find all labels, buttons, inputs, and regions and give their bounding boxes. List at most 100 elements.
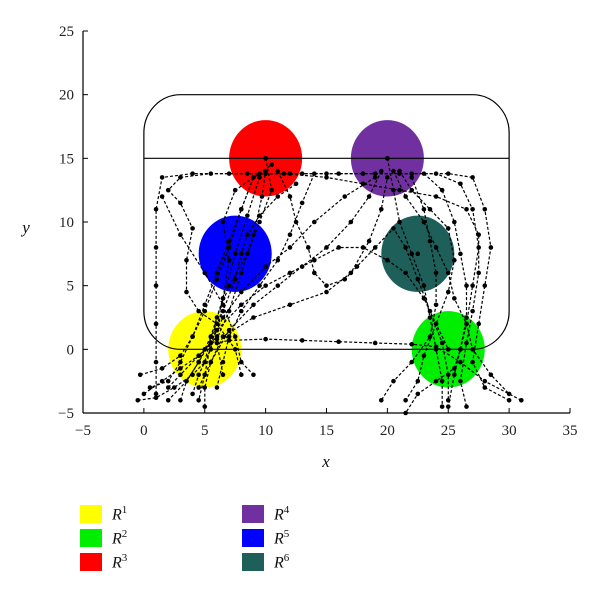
trajectory-point [293,181,299,187]
trajectory-point [433,378,439,384]
trajectory-path-19 [198,176,376,401]
trajectory-point [184,257,189,263]
trajectory-path-6 [167,173,480,407]
trajectory-point [226,308,232,314]
trajectory-point [208,334,214,339]
trajectory-point [159,175,165,180]
trajectory-point [226,257,232,263]
trajectory-point [506,397,512,403]
x-tick-label: 15 [319,423,334,439]
trajectory-point [452,372,457,378]
trajectory-point [245,213,250,218]
axes-layer: −5 0 5 10 15 20 25 30 35 −5 0 5 10 15 20 25 [58,24,577,439]
trajectory-point [178,366,183,371]
trajectory-point [281,171,287,176]
trajectory-point [464,283,469,288]
trajectory-point [445,270,451,276]
y-tick-label: 0 [67,342,75,358]
trajectory-point [275,168,281,174]
trajectory-point [202,372,208,378]
trajectory-point [452,219,457,225]
trajectory-point [433,245,439,250]
trajectory-point [421,206,427,212]
trajectory-point [202,308,208,314]
trajectory-point [257,219,262,225]
trajectory-point [342,277,348,282]
trajectory-point [445,171,451,176]
y-tick-label: 20 [59,88,74,104]
trajectory-point [421,283,427,288]
trajectory-point [409,175,415,180]
trajectory-point [433,347,439,352]
trajectory-point [214,270,220,276]
x-tick-label: 0 [140,423,148,439]
trajectory-point [506,391,512,397]
trajectory-point [372,171,378,176]
x-tick-label: −5 [75,423,91,439]
legend-label-r5: R5 [274,527,290,548]
trajectory-point [378,168,384,174]
trajectory-point [220,315,226,320]
x-axis-label: x [321,452,330,471]
trajectory-point [238,270,244,276]
y-tick-label: 10 [59,215,74,231]
trajectory-point [427,315,433,320]
trajectory-point [287,245,293,250]
trajectory-point [366,238,372,244]
legend-label-r3: R3 [112,551,128,572]
trajectory-point [232,277,238,282]
trajectory-point [269,162,275,167]
trajectory-point [196,353,201,359]
trajectory-point [184,289,189,295]
trajectory-point [238,302,244,308]
trajectory-point [263,336,268,342]
trajectory-point [312,219,317,225]
trajectory-point [421,171,427,176]
legend-swatch-r3 [80,553,102,571]
trajectory-point [232,334,238,339]
legend-swatch-r2 [80,529,102,547]
trajectory-path-9 [167,173,480,407]
trajectory-point [263,264,268,269]
trajectory-point [214,277,220,282]
trajectory-point [153,391,159,397]
trajectory-point [238,308,244,314]
trajectory-point [470,206,475,212]
trajectory-point [482,283,488,288]
y-axis-label: y [20,218,30,237]
trajectory-point [312,257,317,263]
trajectory-point [190,334,195,339]
trajectory-point [208,347,214,352]
trajectory-plot: −5 0 5 10 15 20 25 30 35 −5 0 5 10 15 20 25 x y [20,24,577,471]
trajectory-point [141,391,147,397]
y-tick-label: 25 [59,24,74,40]
y-tick-label: −5 [58,406,74,422]
trajectory-point [360,181,366,187]
trajectory-point [245,171,250,176]
trajectory-point [464,315,469,320]
trajectory-path-2 [137,177,261,401]
trajectory-path-11 [277,170,449,401]
trajectory-point [445,397,451,403]
trajectory-point [433,270,439,276]
trajectory-point [178,359,183,365]
region-center-point [232,251,238,257]
trajectories-layer [135,156,524,416]
trajectory-point [470,347,475,352]
trajectory-point [385,175,390,180]
trajectory-point [251,315,256,320]
trajectory-point [433,321,439,327]
trajectory-point [427,206,433,212]
trajectory-point [391,378,396,384]
trajectory-point [147,385,153,390]
trajectory-point [232,187,238,193]
trajectory-point [238,206,244,212]
trajectory-path-15 [399,170,455,401]
trajectory-point [165,378,171,384]
trajectory-point [287,232,293,238]
trajectory-point [458,251,463,257]
legend-swatch-r4 [242,505,264,523]
trajectory-point [439,404,445,409]
trajectory-point [445,404,451,409]
trajectory-point [397,219,402,225]
